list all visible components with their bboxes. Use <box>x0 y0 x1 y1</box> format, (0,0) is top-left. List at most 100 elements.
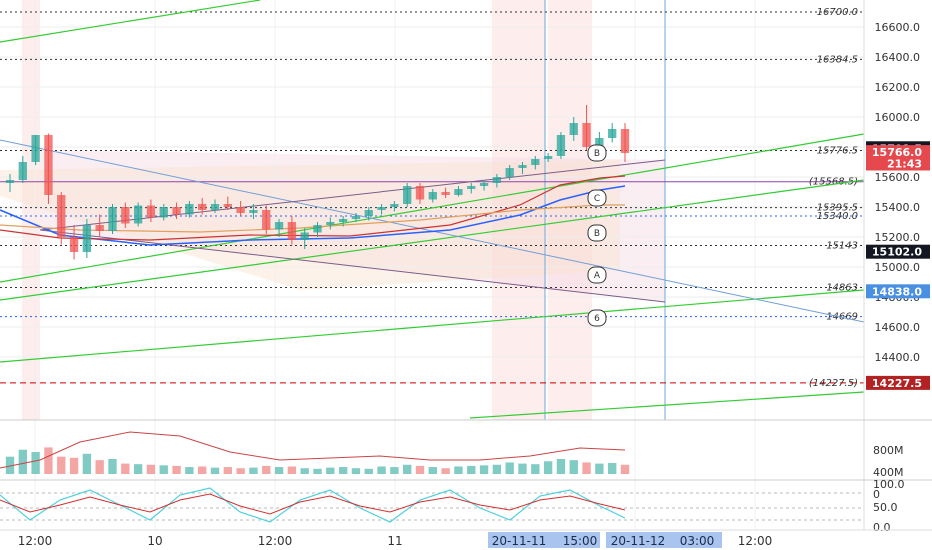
volume-bar-44 <box>569 460 578 474</box>
volume-bar-5 <box>69 457 79 474</box>
pattern-point-box-0 <box>587 266 607 284</box>
price-tag-text-4: 14838.0 <box>872 285 922 298</box>
volume-bar-19 <box>249 467 258 474</box>
x-tick-label-3: 11 <box>387 534 402 548</box>
volume-axis-label-1: 400M <box>873 466 904 479</box>
level-label-5: 15340.0 <box>817 211 858 222</box>
osc-axis-label-1: 50.0 <box>873 501 898 514</box>
candle-body-7 <box>95 225 104 231</box>
volume-bar-9 <box>121 463 130 474</box>
volume-bar-4 <box>57 456 66 474</box>
osc-axis-label-0: 100.0 <box>873 478 905 491</box>
volume-bar-32 <box>415 465 425 474</box>
price-tag-bg-3 <box>866 244 930 259</box>
price-tag-bg-5 <box>866 375 930 390</box>
volume-bar-27 <box>351 468 361 474</box>
volume-bar-29 <box>377 466 386 474</box>
volume-bar-12 <box>159 465 168 474</box>
volume-bar-16 <box>210 467 220 474</box>
candle-body-31 <box>403 186 412 204</box>
volume-bar-48 <box>620 464 630 474</box>
candle-body-40 <box>518 165 527 168</box>
y-axis-panel <box>864 0 932 530</box>
volume-bar-39 <box>505 462 514 474</box>
candle-body-41 <box>531 159 540 165</box>
candle-body-14 <box>185 204 194 215</box>
y-tick-label-1: 16400.0 <box>875 51 921 64</box>
y-tick-label-2: 16200.0 <box>875 81 921 94</box>
volume-axis-label-0: 800M <box>873 444 904 457</box>
pattern-point-label-4: 6 <box>594 314 600 324</box>
candle-body-30 <box>390 204 399 207</box>
wedge-top <box>39 159 666 231</box>
y-tick-label-0: 16600.0 <box>875 21 921 34</box>
volume-bar-6 <box>82 453 92 474</box>
level-label-0: 16700.0 <box>817 7 858 18</box>
trend-line-4 <box>469 391 865 419</box>
candle-body-19 <box>249 210 258 213</box>
osc-axis-label-2: 0.0 <box>873 521 891 534</box>
candle-body-43 <box>556 135 566 156</box>
volume-bar-24 <box>313 468 322 474</box>
x-highlight-label-2: 20-11-12 <box>611 534 665 548</box>
price-tag-text-2: 21:43 <box>887 158 922 171</box>
candle-body-23 <box>300 232 309 240</box>
candle-body-8 <box>108 207 117 231</box>
candle-body-29 <box>377 207 386 210</box>
candle-body-1 <box>18 162 27 180</box>
volume-bar-40 <box>518 463 527 474</box>
volume-bar-13 <box>172 465 181 474</box>
volume-bar-37 <box>479 465 489 474</box>
volume-bar-11 <box>146 464 156 474</box>
y-tick-label-7: 15200.0 <box>875 231 921 244</box>
candle-body-0 <box>5 180 15 183</box>
candle-body-25 <box>326 222 335 225</box>
level-label-1: 16384.5 <box>817 54 858 65</box>
candle-body-32 <box>415 186 425 200</box>
osc-line-red <box>0 493 626 515</box>
wedge-bottom <box>39 229 666 303</box>
osc-line-cyan <box>0 487 626 523</box>
candle-body-13 <box>172 207 181 215</box>
trend-line-1 <box>0 133 865 283</box>
volume-bar-1 <box>18 449 27 474</box>
session-band-2 <box>548 0 592 420</box>
volume-bar-14 <box>185 467 194 474</box>
level-label-9: (14227.5) <box>809 378 858 389</box>
volume-bar-26 <box>338 467 348 474</box>
y-tick-label-8: 15000.0 <box>875 261 921 274</box>
candle-body-2 <box>31 135 40 162</box>
pattern-point-box-1 <box>587 224 607 242</box>
candle-body-42 <box>543 156 553 159</box>
volume-bar-45 <box>582 462 591 474</box>
volume-axis-label-2: 0 <box>873 488 880 501</box>
y-tick-label-6: 15400.0 <box>875 201 921 214</box>
volume-ma <box>0 431 626 469</box>
candle-body-24 <box>313 225 322 233</box>
volume-bar-10 <box>133 464 143 474</box>
pattern-point-label-3: B <box>594 149 600 159</box>
x-tick-label-2: 12:00 <box>258 534 293 548</box>
pattern-point-label-1: B <box>594 229 600 239</box>
volume-bar-22 <box>287 466 297 474</box>
pattern-point-label-0: A <box>594 271 601 281</box>
candle-body-17 <box>223 204 232 207</box>
candle-body-22 <box>287 222 297 240</box>
candle-body-37 <box>479 183 489 186</box>
candle-body-48 <box>620 129 630 153</box>
x-highlight-b <box>606 532 722 548</box>
candle-body-39 <box>505 168 514 177</box>
ma-red <box>0 175 626 241</box>
price-tag-bg-4 <box>866 284 930 299</box>
candle-body-6 <box>82 225 92 252</box>
trend-line-3 <box>0 289 865 363</box>
candle-body-27 <box>351 216 361 219</box>
candle-body-35 <box>454 189 463 195</box>
candle-body-33 <box>428 192 437 200</box>
price-tag-text-3: 15102.0 <box>872 246 922 259</box>
price-tag-text-5: 14227.5 <box>872 377 922 390</box>
level-label-2: 15776.5 <box>817 146 858 157</box>
volume-bar-0 <box>5 456 15 474</box>
candle-body-28 <box>364 210 373 216</box>
